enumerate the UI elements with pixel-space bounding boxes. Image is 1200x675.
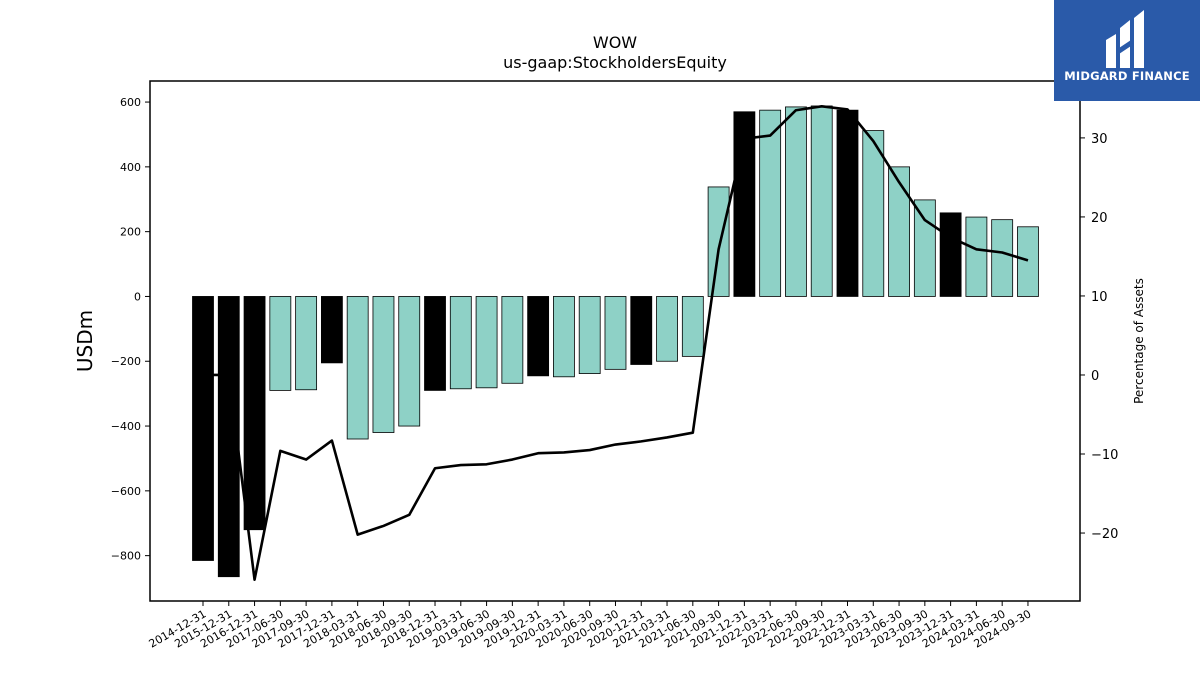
bar — [527, 296, 550, 377]
bar — [810, 105, 833, 297]
bar — [501, 296, 524, 384]
bar — [398, 296, 421, 427]
chart-title: WOW — [593, 33, 637, 52]
bar — [553, 296, 575, 378]
bar — [785, 106, 807, 297]
y-tick-label: −600 — [111, 485, 141, 498]
y2-tick-label: 30 — [1091, 132, 1108, 147]
bar — [939, 212, 962, 297]
bar — [192, 296, 214, 561]
y2-tick-label: 0 — [1091, 369, 1099, 384]
bar — [759, 109, 782, 297]
bar — [243, 296, 266, 531]
bar — [707, 186, 730, 297]
y-tick-label: −400 — [111, 420, 141, 433]
bar — [578, 296, 601, 374]
bar — [424, 296, 446, 391]
bar — [372, 296, 395, 433]
y-tick-label: 400 — [120, 161, 141, 174]
y2-axis-label: Percentage of Assets — [1132, 278, 1146, 404]
logo-text: MIDGARD FINANCE — [1064, 69, 1190, 83]
bars-group — [192, 105, 1039, 578]
bar — [475, 296, 498, 389]
y2-tick-label: 20 — [1091, 211, 1108, 226]
bar — [217, 296, 240, 578]
bar — [269, 296, 292, 391]
bar — [295, 296, 318, 391]
bar — [449, 296, 472, 390]
y-tick-label: −200 — [111, 355, 141, 368]
y2-tick-label: 10 — [1091, 290, 1108, 305]
series-line — [203, 104, 1029, 581]
y-tick-label: −800 — [111, 550, 141, 563]
ticks-group: −800−600−400−2000200400600−20−1001020302… — [111, 96, 1119, 651]
bar — [862, 130, 885, 297]
bar — [836, 109, 859, 297]
bar — [888, 166, 910, 297]
logo: MIDGARD FINANCE — [1054, 0, 1200, 101]
bar — [991, 219, 1014, 297]
y2-tick-label: −20 — [1091, 527, 1118, 542]
y-axis-label: USDm — [73, 310, 97, 372]
line-group — [203, 104, 1029, 581]
bar — [965, 216, 988, 297]
y2-tick-label: −10 — [1091, 448, 1118, 463]
bar — [630, 296, 653, 365]
bar — [656, 296, 678, 362]
y-tick-label: 600 — [120, 96, 141, 109]
bar — [604, 296, 627, 370]
bar — [1017, 226, 1039, 297]
y-tick-label: 0 — [134, 290, 141, 303]
bar — [913, 199, 936, 297]
plot-frame — [149, 80, 1081, 602]
chart-subtitle: us-gaap:StockholdersEquity — [503, 53, 727, 72]
bar — [681, 296, 704, 357]
bar — [346, 296, 369, 440]
y-tick-label: 200 — [120, 226, 141, 239]
logo-mark-icon — [1106, 10, 1144, 68]
bar — [320, 296, 343, 364]
